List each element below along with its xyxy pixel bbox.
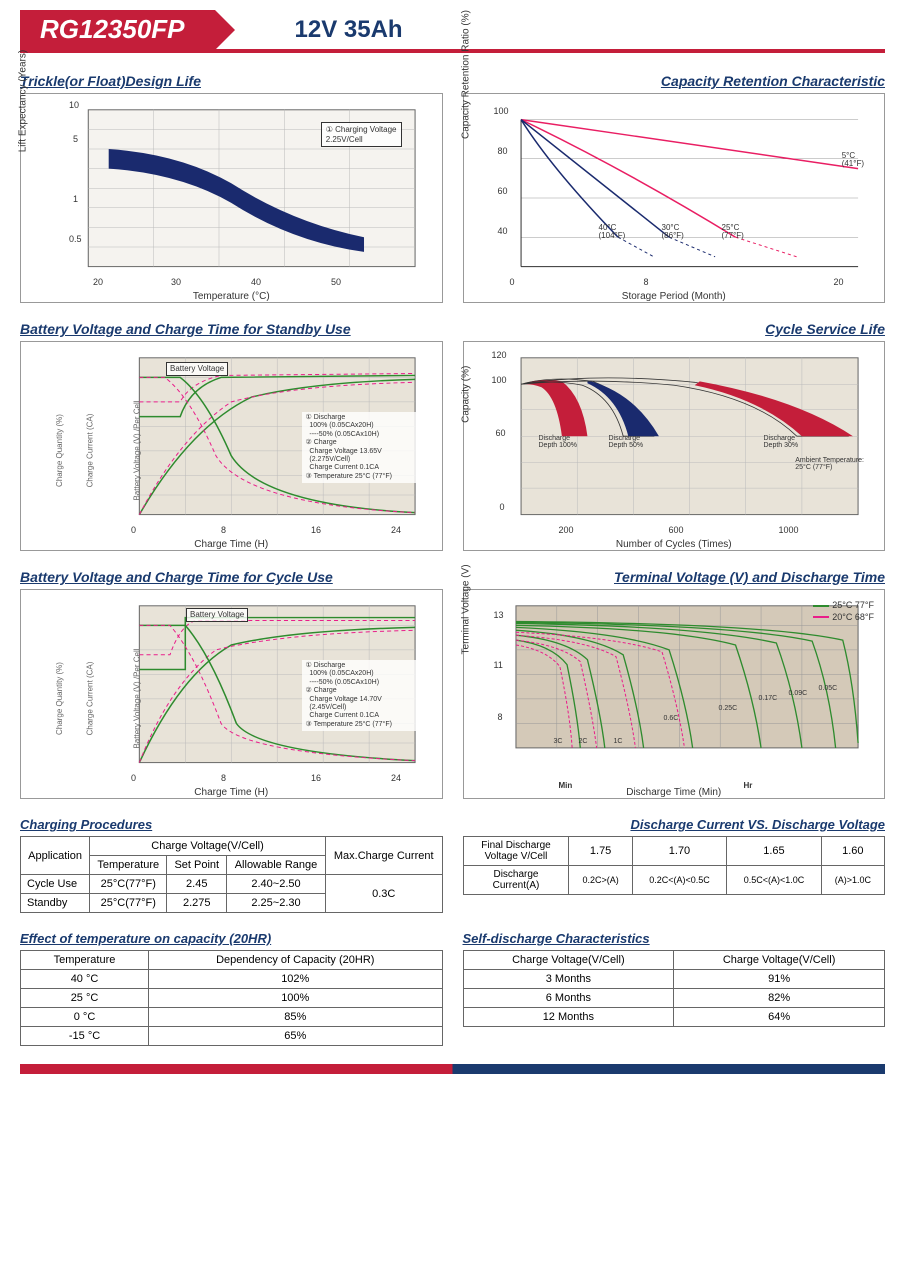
xlabel-trickle: Temperature (°C) [193,291,270,302]
chart-title-cyclecharge: Battery Voltage and Charge Time for Cycl… [20,569,443,585]
spec-text: 12V 35Ah [295,16,403,44]
chart-standby: Charge Time (H) Charge Quantity (%) Char… [20,341,443,551]
table-title-discharge: Discharge Current VS. Discharge Voltage [463,817,886,832]
note-cyclecharge: ① Discharge 100% (0.05CAx20H) ----50% (0… [302,660,432,731]
chart-title-retention: Capacity Retention Characteristic [463,73,886,89]
xlabel-cyclelife: Number of Cycles (Times) [616,539,732,550]
table-row: 12 Months64% [463,1008,885,1027]
chart-cyclelife: Capacity (%) Number of Cycles (Times) 12… [463,341,886,551]
table-title-charging: Charging Procedures [20,817,443,832]
table-row: -15 °C65% [21,1027,443,1046]
ylabel-retention: Capacity Retention Ratio (%) [460,10,471,139]
ylabel-cyclelife: Capacity (%) [460,366,471,423]
xlabel-terminal: Discharge Time (Min) [626,787,721,798]
xlabel-cyclecharge: Charge Time (H) [194,787,268,798]
xlabel-retention: Storage Period (Month) [622,291,726,302]
table-row: DischargeCurrent(A) 0.2C>(A) 0.2C<(A)<0.… [463,866,885,895]
chart-title-terminal: Terminal Voltage (V) and Discharge Time [463,569,886,585]
table-title-selfdischarge: Self-discharge Characteristics [463,931,886,946]
xlabel-standby: Charge Time (H) [194,539,268,550]
table-selfdischarge: Charge Voltage(V/Cell) Charge Voltage(V/… [463,950,886,1027]
table-title-tempcap: Effect of temperature on capacity (20HR) [20,931,443,946]
ylabel-terminal: Terminal Voltage (V) [460,564,471,654]
legend-terminal: 25°C 77°F 20°C 68°F [813,600,874,623]
chart-trickle: Lift Expectancy (Years) Temperature (°C)… [20,93,443,303]
chart-terminal: Terminal Voltage (V) Discharge Time (Min… [463,589,886,799]
table-row: 3 Months91% [463,970,885,989]
table-charging: Application Charge Voltage(V/Cell) Max.C… [20,836,443,913]
table-discharge: Final DischargeVoltage V/Cell 1.75 1.70 … [463,836,886,895]
chart-title-standby: Battery Voltage and Charge Time for Stan… [20,321,443,337]
table-tempcap: Temperature Dependency of Capacity (20HR… [20,950,443,1046]
table-row: 25 °C100% [21,989,443,1008]
note-trickle: ① Charging Voltage2.25V/Cell [321,122,402,147]
model-badge: RG12350FP [20,10,215,49]
table-row: Final DischargeVoltage V/Cell 1.75 1.70 … [463,837,885,866]
table-row: 0 °C85% [21,1008,443,1027]
chart-title-cyclelife: Cycle Service Life [463,321,886,337]
chart-cyclecharge: Charge Time (H) Charge Quantity (%) Char… [20,589,443,799]
chart-retention: Capacity Retention Ratio (%) Storage Per… [463,93,886,303]
ylabel-trickle: Lift Expectancy (Years) [18,50,29,152]
table-row: Cycle Use 25°C(77°F) 2.45 2.40~2.50 0.3C [21,875,443,894]
footer-bar [20,1064,885,1074]
header: RG12350FP 12V 35Ah [20,10,885,53]
table-row: 40 °C102% [21,970,443,989]
table-row: 6 Months82% [463,989,885,1008]
chart-title-trickle: Trickle(or Float)Design Life [20,73,443,89]
note-standby: ① Discharge 100% (0.05CAx20H) ----50% (0… [302,412,432,483]
